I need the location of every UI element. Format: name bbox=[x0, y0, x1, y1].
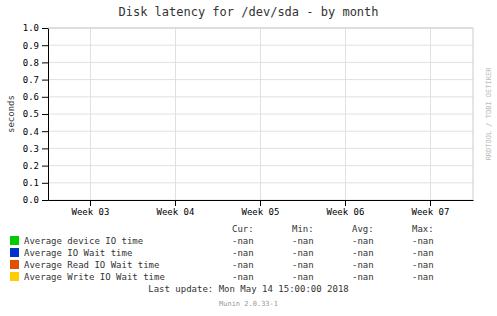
x-tick: Week 06 bbox=[327, 200, 365, 217]
legend-label: Average device IO time bbox=[24, 236, 143, 246]
y-tick-label: 0.6 bbox=[23, 92, 39, 102]
y-tick: 0.1 bbox=[23, 178, 48, 188]
x-tick: Week 03 bbox=[72, 200, 110, 217]
y-axis-line bbox=[42, 29, 49, 201]
legend-value: -nan bbox=[232, 272, 254, 282]
legend-column-header: Cur: bbox=[232, 224, 254, 234]
legend-value: -nan bbox=[352, 236, 374, 246]
legend-value: -nan bbox=[292, 236, 314, 246]
legend: Cur: Min: Avg: Max: Average device IO time -n… bbox=[10, 224, 434, 282]
chart: Disk latency for /dev/sda - by month0.00… bbox=[0, 0, 497, 316]
grid bbox=[48, 28, 473, 200]
legend-value: -nan bbox=[412, 272, 434, 282]
y-tick-label: 0.3 bbox=[23, 144, 39, 154]
y-tick: 0.7 bbox=[23, 75, 48, 85]
y-tick: 0.6 bbox=[23, 92, 48, 102]
y-tick-label: 0.0 bbox=[23, 195, 39, 205]
legend-value: -nan bbox=[352, 260, 374, 270]
x-tick-mark bbox=[175, 200, 176, 206]
y-tick-mark bbox=[42, 148, 48, 149]
x-tick-label: Week 03 bbox=[72, 207, 110, 217]
grid-line-x bbox=[260, 28, 261, 200]
legend-value: -nan bbox=[352, 272, 374, 282]
legend-label: Average IO Wait time bbox=[24, 248, 132, 258]
legend-value: -nan bbox=[292, 260, 314, 270]
x-axis: Week 03 Week 04 Week 05 Week 06 Week 07 bbox=[49, 200, 474, 217]
legend-value: -nan bbox=[232, 236, 254, 246]
x-tick-label: Week 06 bbox=[327, 207, 365, 217]
legend-label: Average Write IO Wait time bbox=[24, 272, 165, 282]
y-tick: 1.0 bbox=[23, 23, 48, 33]
grid-line-y bbox=[48, 28, 473, 29]
x-tick-mark bbox=[430, 200, 431, 206]
grid-line-x bbox=[175, 28, 176, 200]
legend-value: -nan bbox=[412, 248, 434, 258]
y-tick: 0.0 bbox=[23, 195, 48, 205]
y-tick-label: 0.7 bbox=[23, 75, 39, 85]
y-tick-label: 0.9 bbox=[23, 41, 39, 51]
legend-label: Average Read IO Wait time bbox=[24, 260, 159, 270]
legend-swatch bbox=[10, 272, 19, 281]
annotation-footer: Munin 2.0.33-1 bbox=[219, 300, 278, 308]
y-axis-title: seconds bbox=[6, 95, 16, 133]
y-tick: 0.4 bbox=[23, 127, 48, 137]
grid-line-x bbox=[430, 28, 431, 200]
grid-line-x bbox=[90, 28, 91, 200]
y-tick-mark bbox=[42, 166, 48, 167]
legend-value: -nan bbox=[412, 236, 434, 246]
title: Disk latency for /dev/sda - by month bbox=[118, 5, 378, 19]
y-tick: 0.2 bbox=[23, 161, 48, 171]
y-tick-mark bbox=[42, 28, 48, 29]
x-tick: Week 05 bbox=[242, 200, 280, 217]
y-tick-mark bbox=[42, 80, 48, 81]
x-tick-mark bbox=[260, 200, 261, 206]
legend-column-header: Min: bbox=[292, 224, 314, 234]
y-tick-label: 0.8 bbox=[23, 58, 39, 68]
y-axis: 0.0 0.1 0.2 0.3 0.4 0.5 0.6 0.7 0.8 0.9 1.0 bbox=[23, 23, 49, 205]
y-tick: 0.8 bbox=[23, 58, 48, 68]
y-tick: 0.9 bbox=[23, 41, 48, 51]
legend-value: -nan bbox=[352, 248, 374, 258]
y-tick-mark bbox=[42, 62, 48, 63]
y-tick-mark bbox=[42, 200, 48, 201]
x-tick: Week 04 bbox=[157, 200, 195, 217]
x-tick-mark bbox=[345, 200, 346, 206]
annotation-watermark: RRDTOOL / TOBI OETIKER bbox=[485, 67, 493, 161]
y-tick-label: 0.5 bbox=[23, 109, 39, 119]
plot-frame bbox=[473, 28, 474, 200]
y-tick: 0.5 bbox=[23, 109, 48, 119]
legend-value: -nan bbox=[292, 272, 314, 282]
legend-column-header: Max: bbox=[412, 224, 434, 234]
y-tick-mark bbox=[42, 97, 48, 98]
plot-frame bbox=[48, 28, 473, 29]
legend-column-header: Avg: bbox=[352, 224, 374, 234]
legend-swatch bbox=[10, 260, 19, 269]
x-tick-label: Week 07 bbox=[412, 207, 450, 217]
legend-value: -nan bbox=[232, 260, 254, 270]
legend-swatch bbox=[10, 248, 19, 257]
y-tick: 0.3 bbox=[23, 144, 48, 154]
x-tick-mark bbox=[90, 200, 91, 206]
grid-line-x bbox=[345, 28, 346, 200]
x-tick: Week 07 bbox=[412, 200, 450, 217]
x-tick-label: Week 04 bbox=[157, 207, 195, 217]
legend-swatch bbox=[10, 236, 19, 245]
x-tick-label: Week 05 bbox=[242, 207, 280, 217]
legend-value: -nan bbox=[412, 260, 434, 270]
y-tick-label: 1.0 bbox=[23, 23, 39, 33]
y-tick-mark bbox=[42, 45, 48, 46]
legend-value: -nan bbox=[292, 248, 314, 258]
legend-value: -nan bbox=[232, 248, 254, 258]
annotation-footer: Last update: Mon May 14 15:00:00 2018 bbox=[148, 284, 348, 294]
y-tick-mark bbox=[42, 114, 48, 115]
y-tick-mark bbox=[42, 183, 48, 184]
y-tick-mark bbox=[42, 131, 48, 132]
y-tick-label: 0.2 bbox=[23, 161, 39, 171]
y-tick-label: 0.1 bbox=[23, 178, 39, 188]
y-tick-label: 0.4 bbox=[23, 127, 39, 137]
